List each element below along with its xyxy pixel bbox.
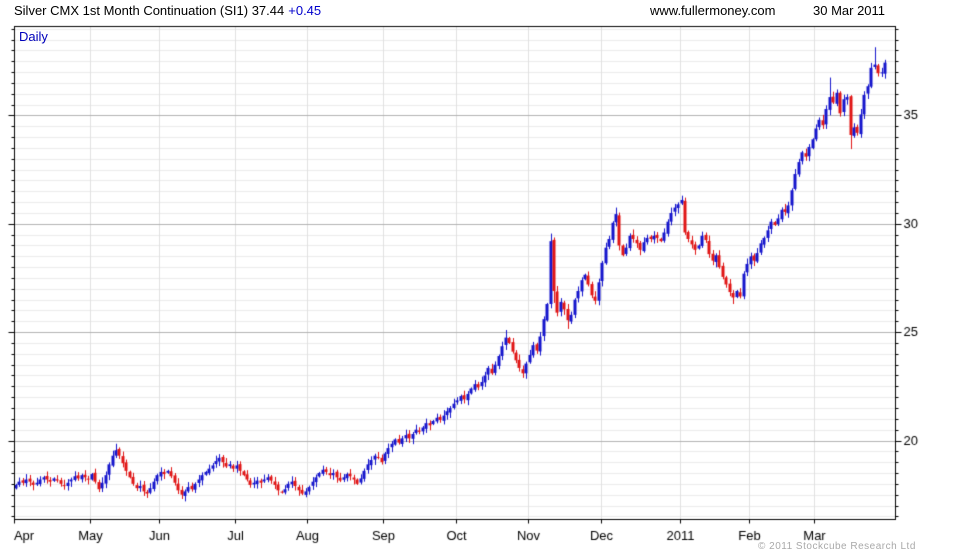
chart-title-bar: Silver CMX 1st Month Continuation (SI1) … [14, 3, 321, 18]
date-label: 30 Mar 2011 [813, 3, 886, 18]
chart-title: Silver CMX 1st Month Continuation (SI1) … [14, 3, 285, 18]
timeframe-label: Daily [19, 29, 48, 44]
price-change: +0.45 [288, 3, 322, 18]
copyright-label: © 2011 Stockcube Research Ltd [758, 541, 916, 552]
website-label: www.fullermoney.com [650, 3, 776, 18]
